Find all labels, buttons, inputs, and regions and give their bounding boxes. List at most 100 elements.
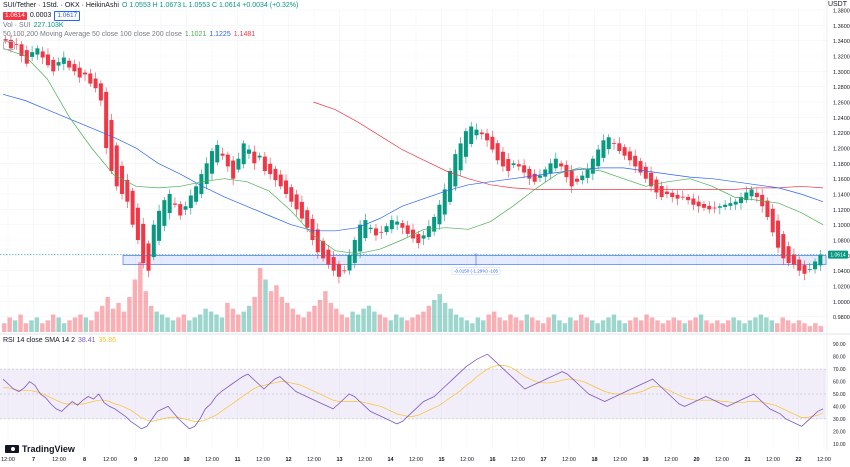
time-tick-label: 12:00 xyxy=(766,457,780,463)
volume-bar xyxy=(192,317,197,332)
volume-bar xyxy=(383,317,388,332)
candle-body xyxy=(791,254,796,265)
volume-bar xyxy=(464,320,470,332)
candle-body xyxy=(220,153,225,156)
volume-bar xyxy=(660,323,666,332)
candle-body xyxy=(135,207,140,240)
volume-bar xyxy=(257,267,263,332)
volume-bar xyxy=(747,320,753,332)
candle-body xyxy=(754,192,759,198)
candle-body xyxy=(194,186,199,202)
volume-bar xyxy=(230,308,236,332)
candle-body xyxy=(400,223,405,228)
price-tick-label: 1.3800 xyxy=(833,9,850,15)
time-tick-label: 12:00 xyxy=(460,457,474,463)
volume-bar xyxy=(519,320,524,332)
candle-body xyxy=(707,205,712,210)
candle-body xyxy=(627,151,632,161)
candle-body xyxy=(458,143,463,171)
candle-body xyxy=(30,52,35,57)
volume-bar xyxy=(290,308,295,332)
candle-body xyxy=(469,126,474,144)
volume-bar xyxy=(579,314,584,332)
sell-price-button[interactable]: 1.0614 xyxy=(3,11,27,20)
candle-body xyxy=(776,220,781,248)
ma200-line xyxy=(313,101,824,190)
candle-body xyxy=(638,161,643,173)
candle-body xyxy=(813,261,818,270)
volume-bar xyxy=(89,320,94,332)
volume-bar xyxy=(410,317,415,332)
candle-body xyxy=(500,151,505,167)
candle-body xyxy=(490,136,495,150)
time-tick-label: 12:00 xyxy=(52,457,66,463)
candle-body xyxy=(522,165,527,173)
candle-body xyxy=(680,196,685,198)
tradingview-logo[interactable]: TradingView xyxy=(5,444,75,454)
candle-body xyxy=(114,145,119,187)
candle-body xyxy=(479,132,484,135)
time-tick-label: 12:00 xyxy=(256,457,270,463)
volume-bar xyxy=(535,320,540,332)
candle-body xyxy=(606,137,611,150)
last-price-tag xyxy=(828,250,848,259)
volume-bar xyxy=(56,317,61,332)
candle-body xyxy=(543,169,548,177)
volume-bar xyxy=(470,323,475,332)
time-tick-label: 12:00 xyxy=(409,457,423,463)
time-tick-label: 16 xyxy=(489,457,495,463)
candle-body xyxy=(474,129,479,136)
volume-bar xyxy=(323,291,328,332)
buy-price-button[interactable]: 1.0617 xyxy=(54,10,81,21)
volume-bar xyxy=(34,317,40,332)
time-tick-label: 12:00 xyxy=(307,457,321,463)
volume-bar xyxy=(726,320,731,332)
candle-body xyxy=(204,163,209,185)
rsi-sma-line xyxy=(3,365,824,422)
volume-bar xyxy=(622,323,628,332)
candle-body xyxy=(363,220,368,239)
candle-body xyxy=(45,54,50,66)
volume-bar xyxy=(638,320,644,332)
candle-body xyxy=(786,246,791,263)
candle-body xyxy=(696,201,701,207)
time-tick-label: 12:00 xyxy=(715,457,729,463)
candle-body xyxy=(104,91,109,148)
time-tick-label: 22 xyxy=(795,457,801,463)
candle-body xyxy=(40,51,45,58)
candle-body xyxy=(770,208,775,233)
volume-bar xyxy=(453,314,459,332)
candle-body xyxy=(368,227,373,230)
candle-body xyxy=(151,224,156,258)
volume-bar xyxy=(677,320,682,332)
candle-body xyxy=(146,243,151,271)
volume-bar xyxy=(573,320,579,332)
currency-unit[interactable]: USDT xyxy=(827,1,847,8)
volume-bar xyxy=(339,314,344,332)
price-tick-label: 1.3000 xyxy=(833,70,850,76)
candle-body xyxy=(426,226,431,237)
volume-bar xyxy=(666,320,671,332)
collapse-legend-button[interactable]: ⌃ xyxy=(3,40,15,50)
volume-bar xyxy=(159,314,165,332)
volume-bar xyxy=(279,297,285,332)
candle-body xyxy=(553,158,558,169)
candle-body xyxy=(416,234,421,244)
candle-body xyxy=(77,67,82,78)
volume-bar xyxy=(143,291,148,332)
candle-body xyxy=(574,178,580,182)
price-tick-label: 1.0000 xyxy=(833,300,850,306)
candle-body xyxy=(612,143,617,144)
candle-body xyxy=(548,163,553,174)
candle-body xyxy=(331,257,336,271)
rsi-line xyxy=(2,353,824,430)
candle-body xyxy=(569,171,574,187)
volume-bar xyxy=(437,294,442,332)
volume-bar xyxy=(682,323,687,332)
volume-bar xyxy=(301,317,306,332)
candle-body xyxy=(61,57,66,64)
volume-bar xyxy=(617,320,622,332)
time-tick-label: 12:00 xyxy=(205,457,219,463)
volume-bar xyxy=(698,314,704,332)
